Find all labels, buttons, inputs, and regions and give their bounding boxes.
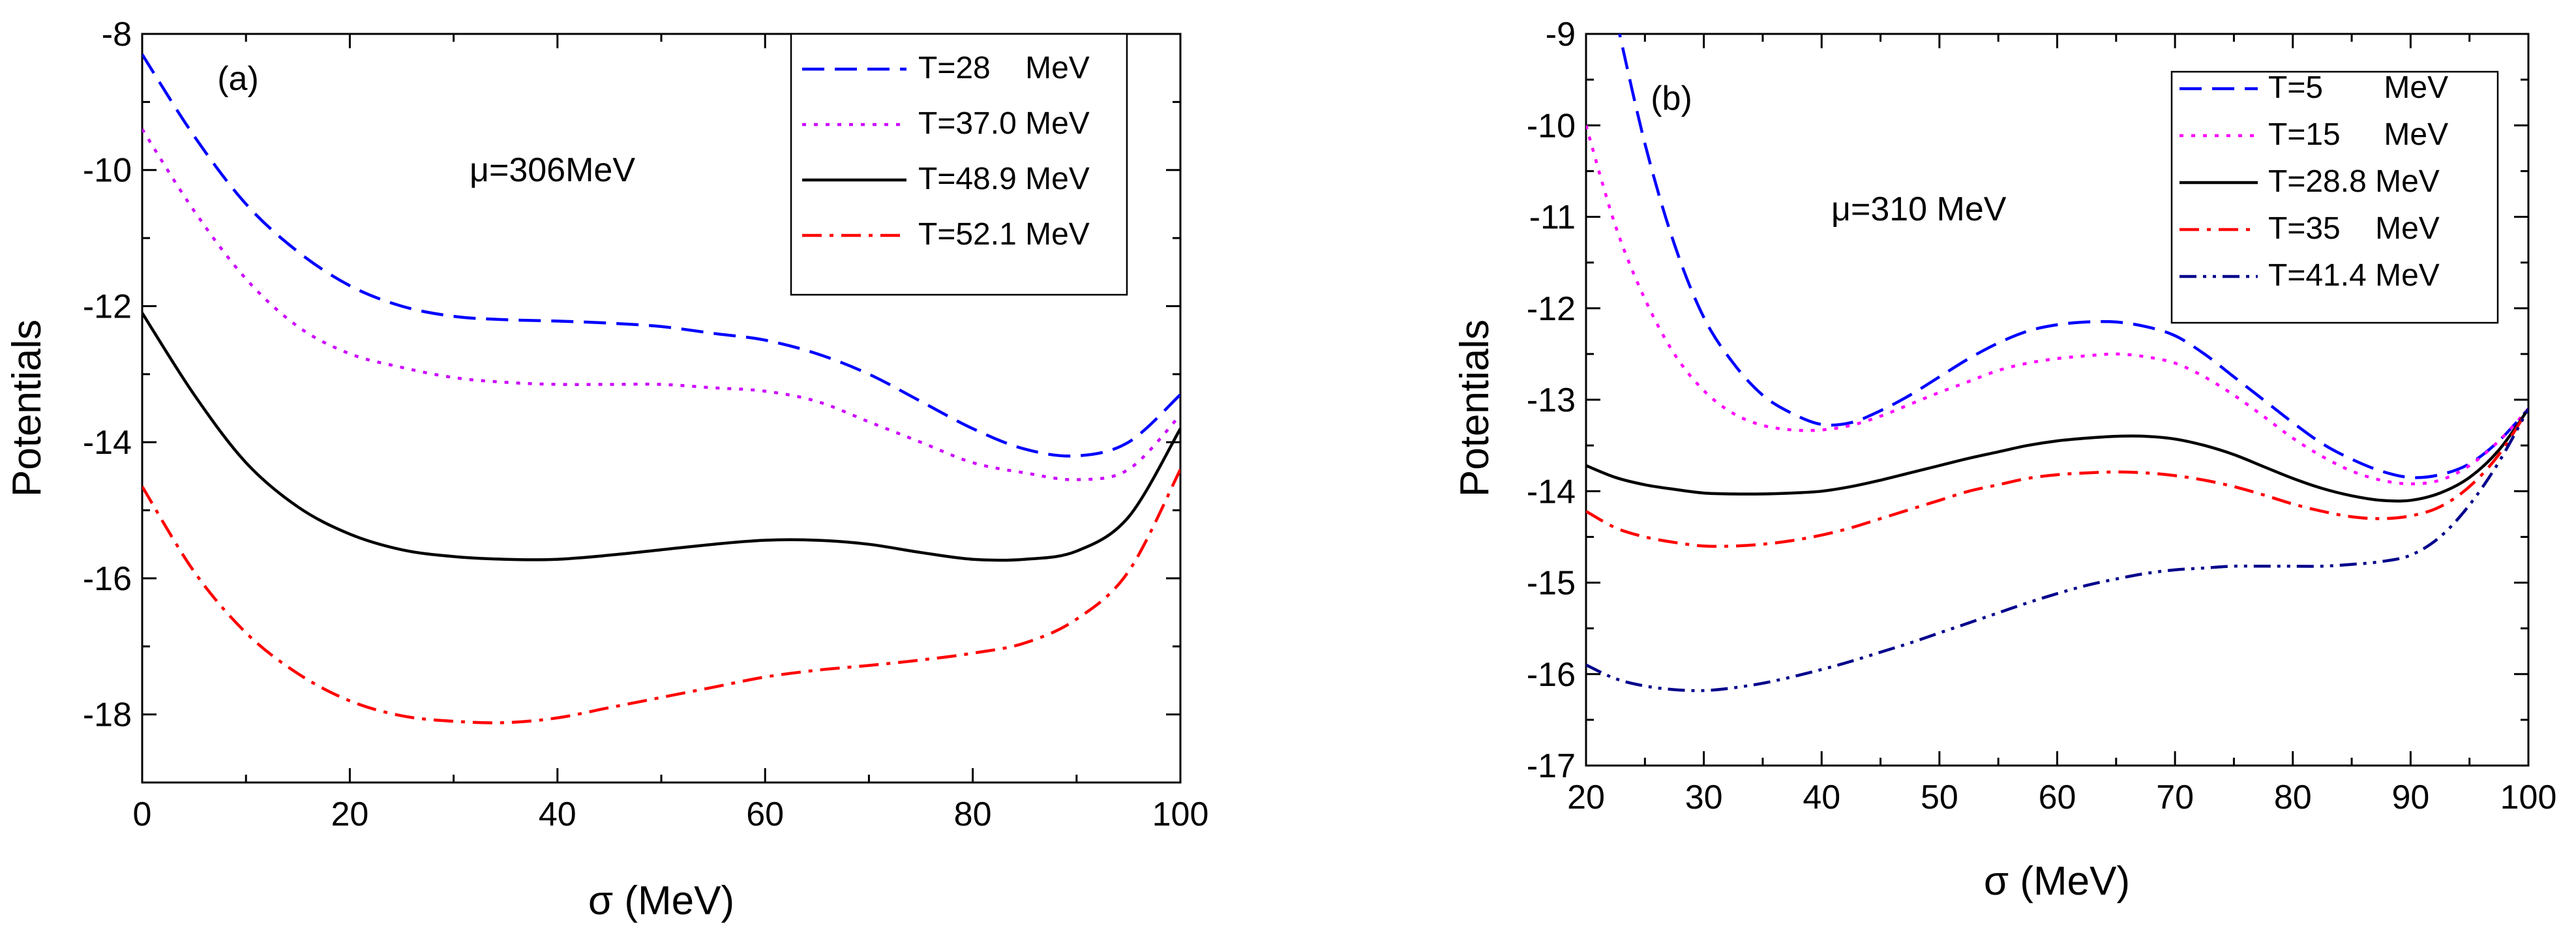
series-line-2 [142, 128, 1180, 481]
x-tick-label: 50 [1921, 779, 1958, 816]
legend-label-1: T=5 MeV [2268, 70, 2448, 105]
chemical-potential-annotation: μ=306MeV [470, 151, 635, 189]
series-line-3 [142, 312, 1180, 562]
legend-label-4: T=35 MeV [2268, 211, 2440, 246]
x-tick-label: 100 [1152, 796, 1209, 833]
y-axis-title: Potentials [5, 320, 50, 497]
x-tick-label: 20 [331, 796, 368, 833]
y-tick-label: -8 [102, 16, 132, 53]
legend-label-1: T=28 MeV [918, 51, 1090, 85]
y-tick-label: -13 [1527, 381, 1576, 419]
y-tick-label: -16 [83, 560, 132, 598]
y-tick-label: -16 [1527, 656, 1576, 694]
x-tick-label: 40 [539, 796, 577, 833]
legend-label-3: T=28.8 MeV [2268, 164, 2440, 199]
panel-label: (a) [217, 60, 259, 98]
series-line-1 [142, 53, 1180, 458]
x-axis-title: σ (MeV) [1984, 859, 2130, 904]
y-tick-label: -12 [83, 288, 132, 325]
x-tick-label: 60 [746, 796, 784, 833]
y-tick-label: -10 [1527, 107, 1576, 145]
series-line-3 [1586, 408, 2528, 503]
series-line-1 [1618, 34, 2528, 479]
chart-panel-1: 0 20 40 60 80 100 -18 -16 -14 -12 -10 -8 T=28 MeV T=3… [5, 16, 1208, 923]
y-tick-label: -14 [1527, 473, 1576, 511]
series-line-2 [1586, 125, 2528, 486]
y-tick-label: -15 [1527, 565, 1576, 603]
legend: T=5 MeV T=15 MeV T=28.8 MeV T=35 MeV T=41.4 … [2170, 70, 2499, 324]
legend-label-4: T=52.1 MeV [918, 217, 1090, 252]
y-axis-title: Potentials [1452, 320, 1497, 497]
series-line-4 [142, 468, 1180, 724]
legend-label-5: T=41.4 MeV [2268, 258, 2440, 293]
chemical-potential-annotation: μ=310 MeV [1831, 190, 2007, 228]
legend-label-2: T=15 MeV [2268, 117, 2448, 152]
x-tick-label: 20 [1567, 779, 1605, 816]
x-tick-label: 80 [954, 796, 992, 833]
y-tick-label: -10 [83, 152, 132, 190]
x-tick-label: 0 [133, 796, 152, 833]
legend: T=28 MeV T=37.0 MeV T=48.9 MeV T=52.1 MeV [790, 33, 1128, 296]
x-tick-label: 90 [2391, 779, 2429, 816]
series-line-5 [1586, 408, 2528, 693]
legend-box [790, 33, 1128, 296]
x-tick-label: 100 [2500, 779, 2557, 816]
x-tick-label: 30 [1685, 779, 1723, 816]
y-tick-label: -14 [83, 424, 132, 462]
chart-panel-2: 20 30 40 50 60 70 80 90 100 -17 -16 -15 -14 -13 -12 -11… [1452, 16, 2556, 904]
x-tick-label: 60 [2039, 779, 2076, 816]
x-tick-label: 40 [1803, 779, 1840, 816]
y-tick-label: -11 [1529, 199, 1576, 237]
x-axis-title: σ (MeV) [588, 878, 734, 923]
y-tick-label: -18 [83, 696, 132, 734]
series-line-4 [1586, 408, 2528, 548]
x-tick-label: 80 [2274, 779, 2312, 816]
y-tick-label: -9 [1546, 16, 1576, 53]
legend-label-2: T=37.0 MeV [918, 106, 1090, 141]
y-tick-label: -12 [1527, 290, 1576, 328]
y-tick-label: -17 [1527, 747, 1576, 785]
legend-label-3: T=48.9 MeV [918, 162, 1090, 196]
x-tick-label: 70 [2156, 779, 2194, 816]
legend-box [2170, 70, 2499, 324]
panel-label: (b) [1651, 80, 1692, 117]
